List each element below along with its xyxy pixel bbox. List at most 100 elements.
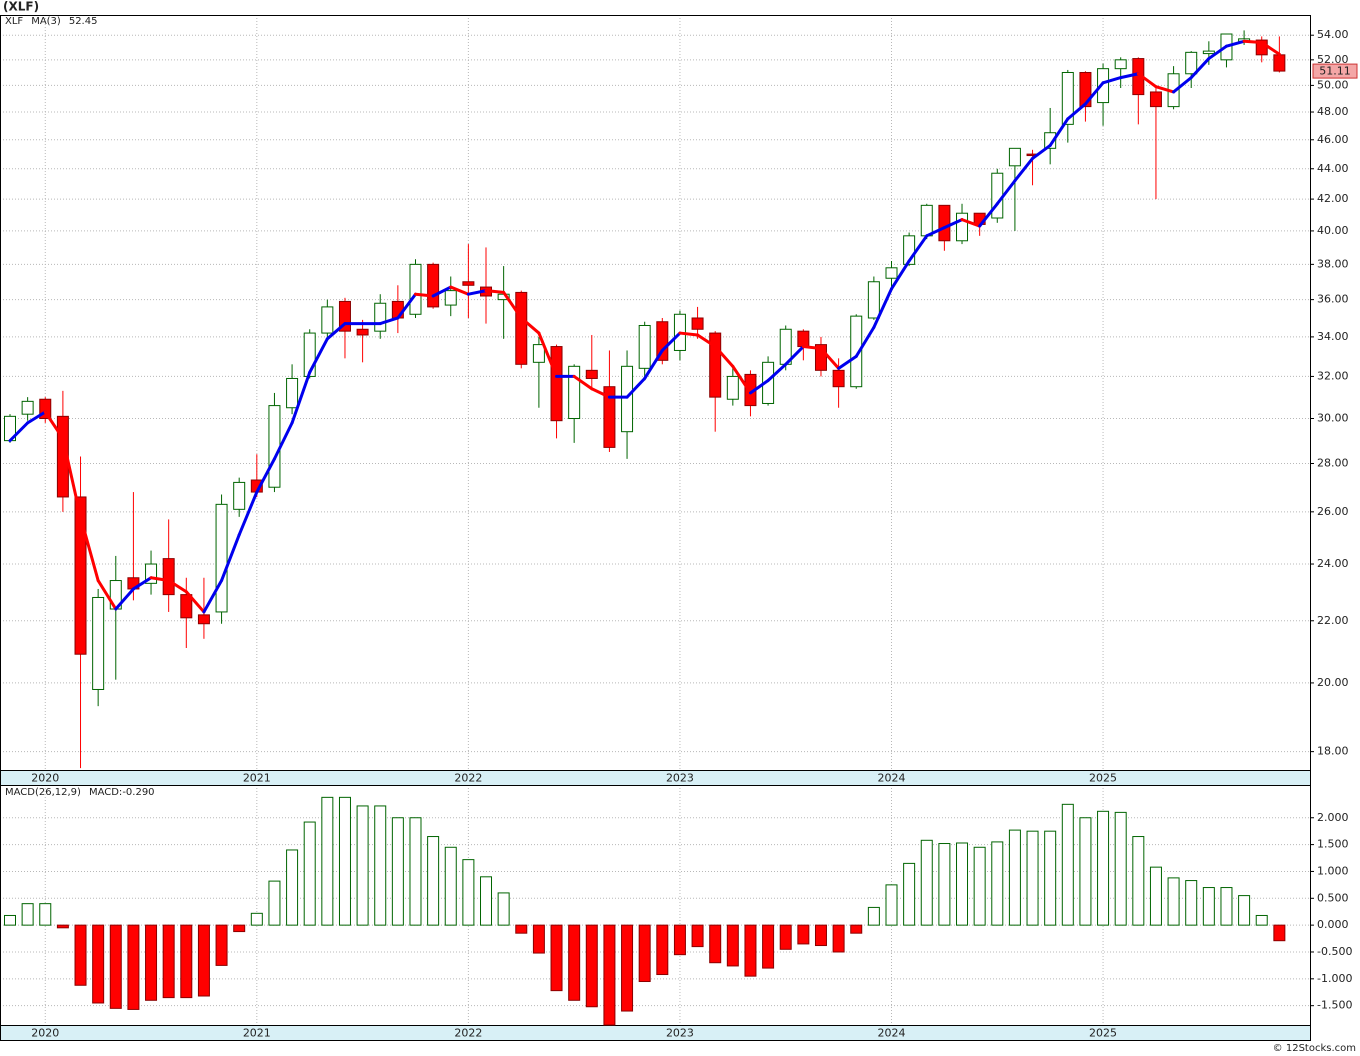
x-tick-label: 2024 (878, 1027, 906, 1040)
macd-bar (250, 912, 263, 926)
candle-body (462, 281, 475, 286)
candle-body (197, 614, 210, 625)
ma-line-segment (1154, 85, 1176, 94)
x-tick-label: 2024 (878, 772, 906, 785)
macd-bar (709, 924, 722, 964)
macd-bar (1008, 829, 1021, 926)
ma-line-segment (907, 234, 929, 263)
y-tick-label: 2.000 (1317, 811, 1349, 824)
ma-line-segment (1242, 39, 1264, 44)
x-tick-label: 2020 (31, 772, 59, 785)
ma-line-segment (8, 421, 30, 443)
macd-bar (321, 796, 334, 926)
candle-body (956, 212, 969, 242)
candle-body (180, 594, 193, 619)
candle-body (1185, 51, 1198, 75)
candle-body (832, 369, 845, 388)
y-tick-label: 42.00 (1317, 192, 1349, 205)
y-tick-label: 50.00 (1317, 78, 1349, 91)
ma-line-segment (890, 259, 911, 291)
candle-body (656, 321, 669, 361)
last-price-label: 51.11 (1319, 65, 1351, 78)
macd-bar (814, 924, 827, 947)
ma-line-segment (625, 376, 647, 399)
y-tick-label: 1.000 (1317, 864, 1349, 877)
y-tick-label: 32.00 (1317, 369, 1349, 382)
macd-bar (74, 924, 87, 986)
candle-body (991, 172, 1004, 219)
macd-bar (867, 906, 880, 926)
candle-body (1044, 132, 1057, 149)
ma-line-segment (502, 290, 523, 320)
candle-body (709, 332, 722, 398)
macd-bar (585, 924, 598, 1008)
candle-body (920, 204, 933, 237)
macd-bar (832, 924, 845, 953)
candle-body (1079, 71, 1092, 108)
y-tick-label: 54.00 (1317, 28, 1349, 41)
x-tick-label: 2021 (243, 772, 271, 785)
candle-body (374, 302, 387, 332)
x-tick-label: 2023 (666, 1027, 694, 1040)
candle-body (515, 291, 528, 365)
macd-bar (991, 841, 1004, 926)
y-tick-label: 22.00 (1317, 614, 1349, 627)
macd-bar (303, 821, 316, 926)
candle-body (21, 400, 34, 415)
y-tick-label: 0.500 (1317, 891, 1349, 904)
macd-bar (92, 924, 105, 1004)
ma-line-segment (1260, 40, 1281, 56)
ma-line-segment (731, 364, 752, 395)
macd-bar (903, 862, 916, 926)
candle-body (726, 375, 739, 400)
macd-bar (1167, 877, 1180, 926)
candle-body (885, 267, 898, 279)
candle-body (39, 398, 52, 420)
macd-bar (850, 924, 863, 934)
ma-line-segment (978, 202, 999, 228)
ma-line-segment (837, 354, 858, 370)
macd-readout-name: MACD: (89, 787, 122, 798)
x-tick-label: 2022 (454, 1027, 482, 1040)
watermark: © 12Stocks.com (1273, 1043, 1356, 1054)
x-tick-label: 2021 (243, 1027, 271, 1040)
ma-line-segment (854, 325, 876, 358)
macd-bar (656, 924, 669, 976)
ma-line-segment (1031, 143, 1052, 160)
ma-line-segment (308, 337, 329, 374)
macd-bar (109, 924, 122, 1009)
ma-line-segment (396, 292, 417, 320)
macd-bar (480, 876, 493, 926)
macd-bar (532, 924, 545, 954)
candle-body (1061, 71, 1074, 125)
ma-line-segment (131, 576, 153, 591)
macd-bar (515, 924, 528, 934)
y-tick-label: 28.00 (1317, 457, 1349, 470)
x-tick-label: 2023 (666, 772, 694, 785)
y-tick-label: 0.000 (1317, 918, 1349, 931)
ma-line-segment (960, 218, 982, 228)
y-tick-label: -1.000 (1317, 972, 1352, 985)
x-tick-label: 2025 (1089, 1027, 1117, 1040)
candle-body (867, 281, 880, 319)
candle-body (1008, 147, 1021, 167)
ma-line-segment (678, 331, 700, 337)
y-tick-label: 44.00 (1317, 162, 1349, 175)
y-tick-label: 48.00 (1317, 105, 1349, 118)
ma-line-segment (660, 331, 682, 352)
ma-line-segment (1136, 72, 1158, 89)
macd-bar (603, 924, 616, 1026)
x-tick-label: 2020 (31, 1027, 59, 1040)
ma-line-segment (925, 226, 946, 238)
ma-line-segment (572, 374, 594, 391)
macd-bar (1114, 811, 1127, 926)
candle-body (74, 496, 87, 655)
ma-line-segment (801, 345, 823, 351)
candle-body (444, 290, 457, 306)
candle-body (427, 263, 440, 308)
macd-bar (39, 903, 52, 926)
candle-body (92, 596, 105, 690)
ma-line-segment (1224, 39, 1246, 48)
macd-bar (444, 846, 457, 926)
ma-line-segment (79, 515, 100, 583)
